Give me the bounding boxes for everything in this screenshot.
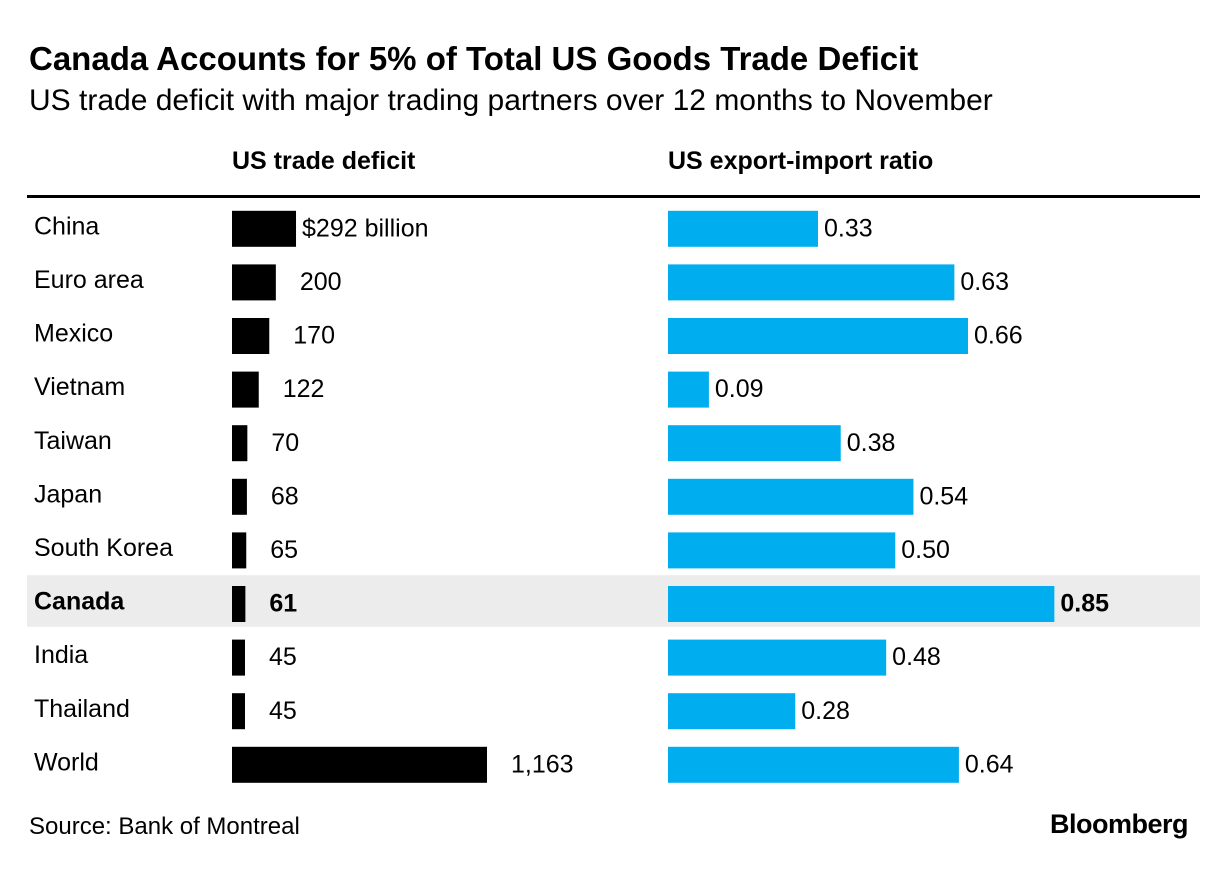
deficit-bar-world (232, 746, 487, 783)
ratio-value-label-euro-area: 0.63 (960, 268, 1009, 296)
ratio-value-label-taiwan: 0.38 (847, 429, 896, 457)
category-label-world: World (34, 748, 99, 776)
ratio-bar-vietnam (668, 371, 709, 408)
chart-subtitle: US trade deficit with major trading part… (29, 84, 993, 117)
ratio-value-label-world: 0.64 (965, 750, 1014, 778)
chart-title: Canada Accounts for 5% of Total US Goods… (29, 40, 919, 77)
category-label-thailand: Thailand (34, 695, 130, 723)
deficit-value-label-euro-area: 200 (300, 268, 342, 296)
category-label-euro-area: Euro area (34, 266, 144, 294)
ratio-value-label-south-korea: 0.50 (901, 536, 950, 564)
ratio-bar-mexico (668, 318, 968, 354)
ratio-bar-taiwan (668, 425, 841, 462)
deficit-value-label-canada: 61 (269, 590, 297, 618)
deficit-bar-taiwan (232, 425, 248, 462)
ratio-bar-india (668, 639, 887, 676)
deficit-bar-thailand (232, 693, 245, 730)
source-note: Source: Bank of Montreal (29, 813, 300, 840)
ratio-bar-world (668, 746, 959, 783)
ratio-bar-south-korea (668, 532, 896, 569)
deficit-value-label-japan: 68 (271, 482, 299, 510)
deficit-bar-india (232, 639, 245, 676)
deficit-value-label-taiwan: 70 (271, 429, 299, 457)
deficit-value-label-india: 45 (269, 643, 297, 671)
ratio-value-label-thailand: 0.28 (801, 697, 850, 725)
deficit-bar-euro-area (232, 264, 276, 301)
category-label-japan: Japan (34, 480, 102, 508)
category-label-canada: Canada (34, 588, 125, 616)
deficit-value-label-mexico: 170 (293, 322, 335, 350)
category-label-mexico: Mexico (34, 320, 113, 348)
header-rule (27, 195, 1200, 198)
ratio-bar-japan (668, 478, 914, 515)
deficit-bar-vietnam (232, 371, 259, 408)
ratio-bar-canada (668, 586, 1055, 622)
category-label-taiwan: Taiwan (34, 427, 112, 455)
deficit-bar-south-korea (232, 532, 247, 569)
bloomberg-logo: Bloomberg (1049, 809, 1189, 839)
deficit-value-label-south-korea: 65 (270, 536, 298, 564)
ratio-value-label-mexico: 0.66 (974, 322, 1023, 350)
deficit-value-label-world: 1,163 (511, 750, 574, 778)
deficit-bar-japan (232, 478, 247, 515)
ratio-column-header: US export-import ratio (668, 147, 934, 175)
deficit-value-label-china: $292 billion (302, 214, 429, 242)
ratio-value-label-canada: 0.85 (1060, 590, 1109, 618)
category-label-india: India (34, 641, 88, 669)
ratio-bar-china (668, 210, 818, 247)
deficit-value-label-vietnam: 122 (283, 375, 325, 403)
deficit-bar-china (232, 210, 297, 247)
deficit-bar-mexico (232, 318, 270, 354)
ratio-value-label-japan: 0.54 (919, 482, 968, 510)
deficit-column-header: US trade deficit (232, 147, 416, 175)
deficit-bar-canada (232, 586, 246, 622)
ratio-bar-euro-area (668, 264, 955, 301)
category-label-vietnam: Vietnam (34, 373, 125, 401)
ratio-value-label-china: 0.33 (824, 214, 873, 242)
deficit-value-label-thailand: 45 (269, 697, 297, 725)
ratio-value-label-india: 0.48 (892, 643, 941, 671)
ratio-value-label-vietnam: 0.09 (715, 375, 764, 403)
ratio-bar-thailand (668, 693, 796, 730)
category-label-south-korea: South Korea (34, 534, 173, 562)
category-label-china: China (34, 212, 99, 240)
